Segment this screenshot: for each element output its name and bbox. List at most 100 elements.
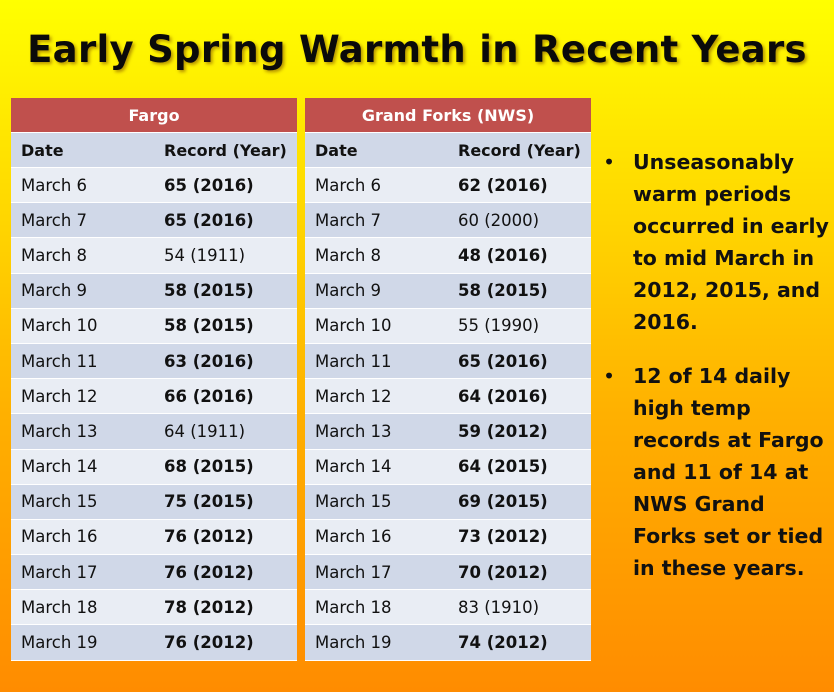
grand-forks-record-cell: 64 (2015) <box>448 449 591 485</box>
fargo-record-cell: 64 (1911) <box>154 413 297 450</box>
fargo-record-cell: 75 (2015) <box>154 484 297 520</box>
fargo-date-cell: March 12 <box>11 378 154 415</box>
fargo-date-cell: March 14 <box>11 449 154 485</box>
fargo-date-cell: March 13 <box>11 413 154 450</box>
fargo-record-cell: 78 (2012) <box>154 589 297 626</box>
grand-forks-record-cell: 55 (1990) <box>448 308 591 344</box>
fargo-table-row: March 7 65 (2016) <box>11 202 297 239</box>
bullet-dot-icon: • <box>603 364 616 388</box>
grand-forks-records-table: Grand Forks (NWS) Date Record (Year) Mar… <box>305 98 591 661</box>
fargo-table-row: March 12 66 (2016) <box>11 378 297 415</box>
grand-forks-record-cell: 58 (2015) <box>448 273 591 309</box>
grand-forks-date-cell: March 11 <box>305 343 448 380</box>
fargo-date-cell: March 7 <box>11 202 154 239</box>
fargo-date-cell: March 10 <box>11 308 154 344</box>
fargo-date-cell: March 18 <box>11 589 154 626</box>
grand-forks-date-cell: March 16 <box>305 519 448 556</box>
grand-forks-date-cell: March 18 <box>305 589 448 626</box>
grand-forks-record-cell: 74 (2012) <box>448 624 591 661</box>
grand-forks-table-row: March 7 60 (2000) <box>305 202 591 239</box>
grand-forks-table-row: March 19 74 (2012) <box>305 624 591 661</box>
grand-forks-date-column-header: Date <box>305 132 448 168</box>
fargo-record-cell: 65 (2016) <box>154 202 297 239</box>
bullet-text: 12 of 14 daily high temp records at Farg… <box>633 364 824 580</box>
grand-forks-date-cell: March 7 <box>305 202 448 239</box>
bullet-text: Unseasonably warm periods occurred in ea… <box>633 150 829 334</box>
grand-forks-table-row: March 8 48 (2016) <box>305 237 591 274</box>
fargo-record-cell: 58 (2015) <box>154 273 297 309</box>
grand-forks-record-cell: 65 (2016) <box>448 343 591 380</box>
grand-forks-date-cell: March 17 <box>305 554 448 591</box>
fargo-date-cell: March 6 <box>11 167 154 204</box>
bullet-item: • 12 of 14 daily high temp records at Fa… <box>603 360 829 584</box>
fargo-date-cell: March 8 <box>11 237 154 274</box>
fargo-records-table: Fargo Date Record (Year) March 6 65 (2016… <box>11 98 297 661</box>
grand-forks-date-cell: March 8 <box>305 237 448 274</box>
fargo-date-cell: March 9 <box>11 273 154 309</box>
grand-forks-date-cell: March 19 <box>305 624 448 661</box>
slide-title: Early Spring Warmth in Recent Years <box>27 28 807 71</box>
grand-forks-table-row: March 14 64 (2015) <box>305 449 591 485</box>
fargo-date-cell: March 17 <box>11 554 154 591</box>
grand-forks-table-row: March 11 65 (2016) <box>305 343 591 380</box>
fargo-table-row: March 14 68 (2015) <box>11 449 297 485</box>
grand-forks-date-cell: March 6 <box>305 167 448 204</box>
fargo-record-cell: 76 (2012) <box>154 624 297 661</box>
fargo-table-header: Fargo <box>11 98 297 133</box>
grand-forks-date-cell: March 12 <box>305 378 448 415</box>
fargo-table-row: March 19 76 (2012) <box>11 624 297 661</box>
fargo-table-row: March 17 76 (2012) <box>11 554 297 591</box>
fargo-record-cell: 68 (2015) <box>154 449 297 485</box>
grand-forks-table-row: March 15 69 (2015) <box>305 484 591 520</box>
fargo-record-cell: 76 (2012) <box>154 519 297 556</box>
fargo-table-row: March 18 78 (2012) <box>11 589 297 626</box>
grand-forks-record-cell: 83 (1910) <box>448 589 591 626</box>
fargo-date-column-header: Date <box>11 132 154 168</box>
fargo-table-row: March 16 76 (2012) <box>11 519 297 556</box>
fargo-date-cell: March 19 <box>11 624 154 661</box>
grand-forks-table-row: March 13 59 (2012) <box>305 413 591 450</box>
grand-forks-record-cell: 70 (2012) <box>448 554 591 591</box>
grand-forks-table-row: March 16 73 (2012) <box>305 519 591 556</box>
fargo-date-cell: March 16 <box>11 519 154 556</box>
grand-forks-record-cell: 48 (2016) <box>448 237 591 274</box>
grand-forks-table-row: March 6 62 (2016) <box>305 167 591 204</box>
fargo-table-row: March 11 63 (2016) <box>11 343 297 380</box>
fargo-record-cell: 76 (2012) <box>154 554 297 591</box>
fargo-date-cell: March 15 <box>11 484 154 520</box>
grand-forks-record-cell: 73 (2012) <box>448 519 591 556</box>
grand-forks-date-cell: March 13 <box>305 413 448 450</box>
grand-forks-record-column-header: Record (Year) <box>448 132 591 168</box>
bullet-item: • Unseasonably warm periods occurred in … <box>603 146 829 338</box>
grand-forks-record-cell: 62 (2016) <box>448 167 591 204</box>
grand-forks-date-cell: March 15 <box>305 484 448 520</box>
grand-forks-table-row: March 9 58 (2015) <box>305 273 591 309</box>
grand-forks-record-cell: 59 (2012) <box>448 413 591 450</box>
fargo-table-row: March 8 54 (1911) <box>11 237 297 274</box>
grand-forks-record-cell: 60 (2000) <box>448 202 591 239</box>
grand-forks-date-cell: March 10 <box>305 308 448 344</box>
grand-forks-date-cell: March 14 <box>305 449 448 485</box>
grand-forks-table-header: Grand Forks (NWS) <box>305 98 591 133</box>
fargo-record-column-header: Record (Year) <box>154 132 297 168</box>
grand-forks-record-cell: 69 (2015) <box>448 484 591 520</box>
fargo-record-cell: 63 (2016) <box>154 343 297 380</box>
grand-forks-table-row: March 18 83 (1910) <box>305 589 591 626</box>
fargo-date-cell: March 11 <box>11 343 154 380</box>
fargo-record-cell: 66 (2016) <box>154 378 297 415</box>
fargo-table-row: March 13 64 (1911) <box>11 413 297 450</box>
bullet-dot-icon: • <box>603 150 616 174</box>
bullet-list: • Unseasonably warm periods occurred in … <box>603 146 829 606</box>
grand-forks-table-row: March 17 70 (2012) <box>305 554 591 591</box>
grand-forks-table-row: March 10 55 (1990) <box>305 308 591 344</box>
fargo-table-row: March 15 75 (2015) <box>11 484 297 520</box>
fargo-record-cell: 58 (2015) <box>154 308 297 344</box>
grand-forks-table-row: March 12 64 (2016) <box>305 378 591 415</box>
grand-forks-record-cell: 64 (2016) <box>448 378 591 415</box>
fargo-table-row: March 10 58 (2015) <box>11 308 297 344</box>
grand-forks-date-cell: March 9 <box>305 273 448 309</box>
fargo-record-cell: 65 (2016) <box>154 167 297 204</box>
fargo-table-row: March 9 58 (2015) <box>11 273 297 309</box>
fargo-table-row: March 6 65 (2016) <box>11 167 297 204</box>
fargo-record-cell: 54 (1911) <box>154 237 297 274</box>
